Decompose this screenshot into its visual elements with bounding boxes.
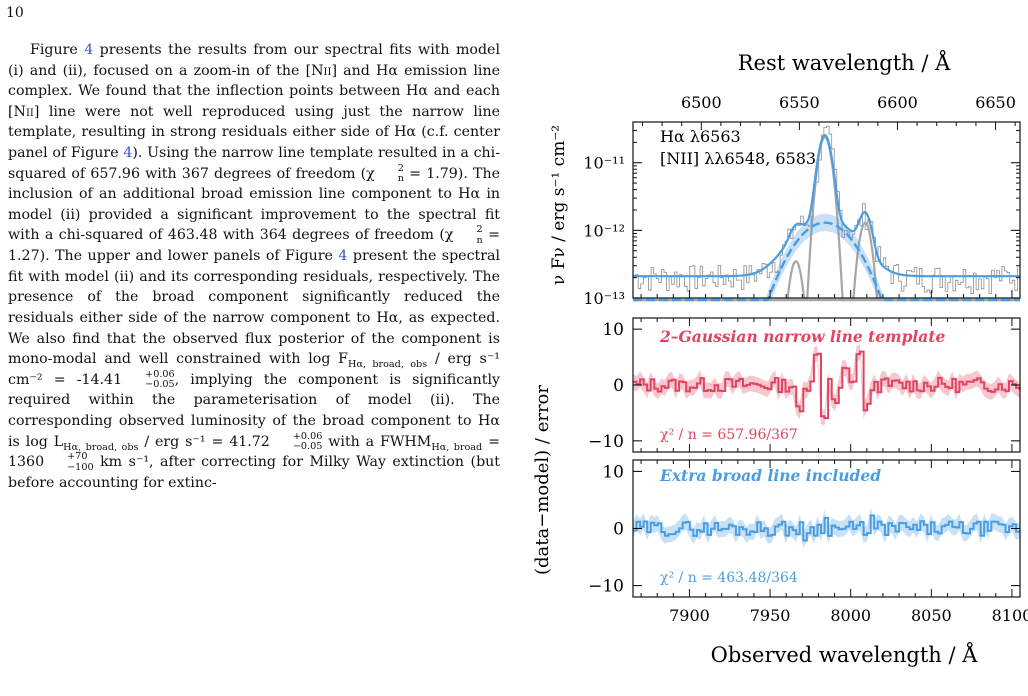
y-tick-label: 10 xyxy=(602,320,624,340)
y-tick-label: 10⁻¹³ xyxy=(583,289,625,308)
chi-sup: 2 xyxy=(397,162,404,174)
error-lower: −0.05 xyxy=(145,378,175,390)
broad-chi2-label: χ² / n = 463.48/364 xyxy=(660,570,798,586)
page-number: 10 xyxy=(6,5,24,21)
observed-spectrum xyxy=(633,125,1018,295)
luminosity-subscript: Hα, broad, obs xyxy=(63,441,139,453)
text-run: ). Using the narrow line template result… xyxy=(8,144,501,182)
body-text: Figure 4 presents the results from our s… xyxy=(8,40,500,494)
text-run: ] line were not well reproduced using ju… xyxy=(8,103,500,161)
x-tick-label: 7950 xyxy=(750,606,791,625)
roman-numeral: ii xyxy=(323,62,332,79)
chi-sup: 2 xyxy=(476,224,483,236)
rest-x-tick-label: 6500 xyxy=(681,93,722,112)
figure-reference-link[interactable]: 4 xyxy=(123,144,133,161)
spectrum-chart: Rest wavelength / Å Observed wavelength … xyxy=(532,50,1028,667)
broad-line-component xyxy=(633,221,1020,302)
text-run: = 1.79). The inclusion of an additional … xyxy=(8,165,500,244)
error-range: +0.06 −0.05 xyxy=(123,368,175,390)
broad-component-band xyxy=(762,213,888,298)
error-lower: −0.05 xyxy=(292,440,323,452)
error-upper: +70 xyxy=(67,451,88,463)
rest-x-tick-label: 6550 xyxy=(779,93,820,112)
broad-model-residual-line xyxy=(633,514,1021,542)
y-tick-label: −10 xyxy=(588,432,624,452)
text-run: = 1360 xyxy=(8,433,500,471)
residual-axis-label: (data−model) / error xyxy=(532,385,553,575)
text-run: Figure xyxy=(30,42,85,58)
narrow-template-label: 2–Gaussian narrow line template xyxy=(659,327,946,346)
rest-x-tick-label: 6600 xyxy=(877,93,918,112)
text-run: with a FWHM xyxy=(322,433,432,450)
plot-layer: 7900 7950 8000 8050 8100 6500 6550 6600 6650 10⁻¹… xyxy=(583,93,1028,625)
text-run: , implying the component is significantl… xyxy=(8,371,500,450)
rest-x-tick-label: 6650 xyxy=(975,93,1016,112)
text-run: presents the results from our spectral f… xyxy=(8,42,500,79)
broad-line-label: Extra broad line included xyxy=(659,466,881,485)
error-range: +70 −100 xyxy=(45,452,93,472)
flux-subscript: Hα, broad, obs xyxy=(348,358,428,370)
narrow-line-component xyxy=(633,259,1020,302)
total-model-line xyxy=(633,134,1020,278)
legend-nii: [NII] λλ6548, 6583 xyxy=(660,149,816,168)
flux-axis-label: ν Fν / erg s⁻¹ cm⁻² xyxy=(549,125,569,285)
narrow-chi2-label: χ² / n = 657.96/367 xyxy=(660,427,798,443)
text-run: = 1.27). The upper and lower panels of F… xyxy=(8,227,500,265)
y-tick-label: 10⁻¹¹ xyxy=(583,154,625,173)
text-run: ] and Hα emission line complex. We found… xyxy=(8,62,500,120)
text-run: / erg s⁻¹ cm⁻² = -14.41 xyxy=(8,351,500,388)
error-range: +0.06 −0.05 xyxy=(271,430,323,452)
text-run: km s⁻¹, after correcting for Milky Way e… xyxy=(8,454,500,492)
rest-wavelength-label: Rest wavelength / Å xyxy=(738,50,951,75)
spectral-fit-figure: Rest wavelength / Å Observed wavelength … xyxy=(520,0,1028,692)
y-tick-label: 0 xyxy=(613,520,624,540)
text-run: / erg s⁻¹ = 41.72 xyxy=(138,433,270,450)
y-tick-label: −10 xyxy=(588,577,624,597)
x-tick-label: 7900 xyxy=(669,606,710,625)
x-tick-label: 8050 xyxy=(911,606,952,625)
text-run: present the spectral fit with model (ii)… xyxy=(8,248,500,368)
broad-model-residual-uncertainty-band xyxy=(633,507,1020,549)
figure-reference-link[interactable]: 4 xyxy=(338,248,348,265)
figure-reference-link[interactable]: 4 xyxy=(84,42,94,58)
error-upper: +0.06 xyxy=(292,430,323,442)
y-tick-label: 0 xyxy=(613,376,624,396)
legend-halpha: Hα λ6563 xyxy=(660,127,741,146)
roman-numeral: ii xyxy=(25,103,34,120)
narrow-template-residual-line xyxy=(633,350,1021,420)
x-tick-label: 8100 xyxy=(992,606,1028,625)
chi-sub: n xyxy=(476,234,483,246)
error-upper: +0.06 xyxy=(145,368,175,380)
narrow-template-residual-uncertainty-band xyxy=(633,343,1020,426)
fwhm-subscript: Hα, broad xyxy=(431,441,483,453)
observed-wavelength-label: Observed wavelength / Å xyxy=(711,642,979,667)
x-tick-label: 8000 xyxy=(830,606,871,625)
error-lower: −100 xyxy=(67,461,94,473)
y-tick-label: 10⁻¹² xyxy=(583,221,625,240)
chi-sub: n xyxy=(397,172,404,184)
narrow-line-component xyxy=(633,221,1020,302)
y-tick-label: 10 xyxy=(602,462,624,482)
paragraph: Figure 4 presents the results from our s… xyxy=(8,40,500,494)
